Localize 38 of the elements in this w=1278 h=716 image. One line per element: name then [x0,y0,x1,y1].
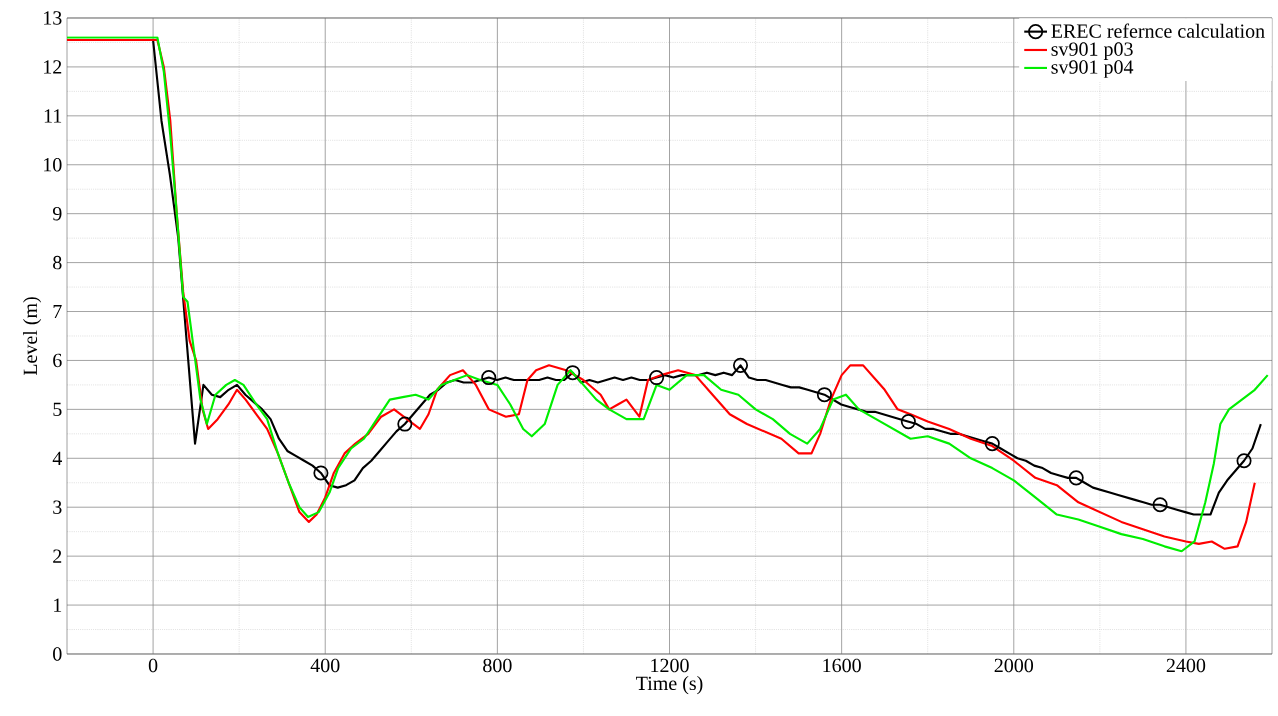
legend-label: EREC refernce calculation [1051,23,1265,38]
point [1152,497,1168,513]
y-tick-label: 9 [52,206,62,221]
point [1236,453,1252,469]
point [481,370,497,386]
point [732,357,749,373]
y-tick-label: 3 [53,500,62,514]
y-tick-label: 6 [53,353,62,368]
y-tick-label: 12 [44,60,62,74]
y-tick-label: 11 [44,109,62,123]
x-tick-label: 1200 [651,658,689,673]
y-tick-label: 10 [44,158,62,172]
point [816,387,832,403]
y-axis-title: Level (m) [23,297,42,376]
point [313,465,329,481]
y-tick-label: 13 [44,11,62,25]
y-tick-label: 7 [53,304,62,319]
point [565,365,581,381]
point [397,416,413,432]
point [1068,470,1084,486]
x-tick-label: 2400 [1166,658,1206,673]
x-tick-label: 400 [310,658,340,673]
y-tick-label: 2 [53,549,62,563]
y-tick-label: 4 [52,451,62,465]
point [900,414,916,430]
point [649,370,665,386]
x-tick-label: 0 [148,658,158,673]
y-tick-label: 5 [53,402,62,417]
legend-label: sv901 p04 [1051,60,1134,78]
y-tick-label: 1 [54,598,62,612]
y-tick-label: 0 [53,647,62,661]
x-tick-label: 2000 [994,658,1034,673]
y-tick-label: 8 [53,255,62,270]
legend-label: sv901 p03 [1051,42,1133,60]
x-tick-label: 800 [483,658,512,673]
x-tick-label: 1600 [823,658,861,673]
x-axis-title: Time (s) [636,676,703,695]
point [984,436,1000,452]
